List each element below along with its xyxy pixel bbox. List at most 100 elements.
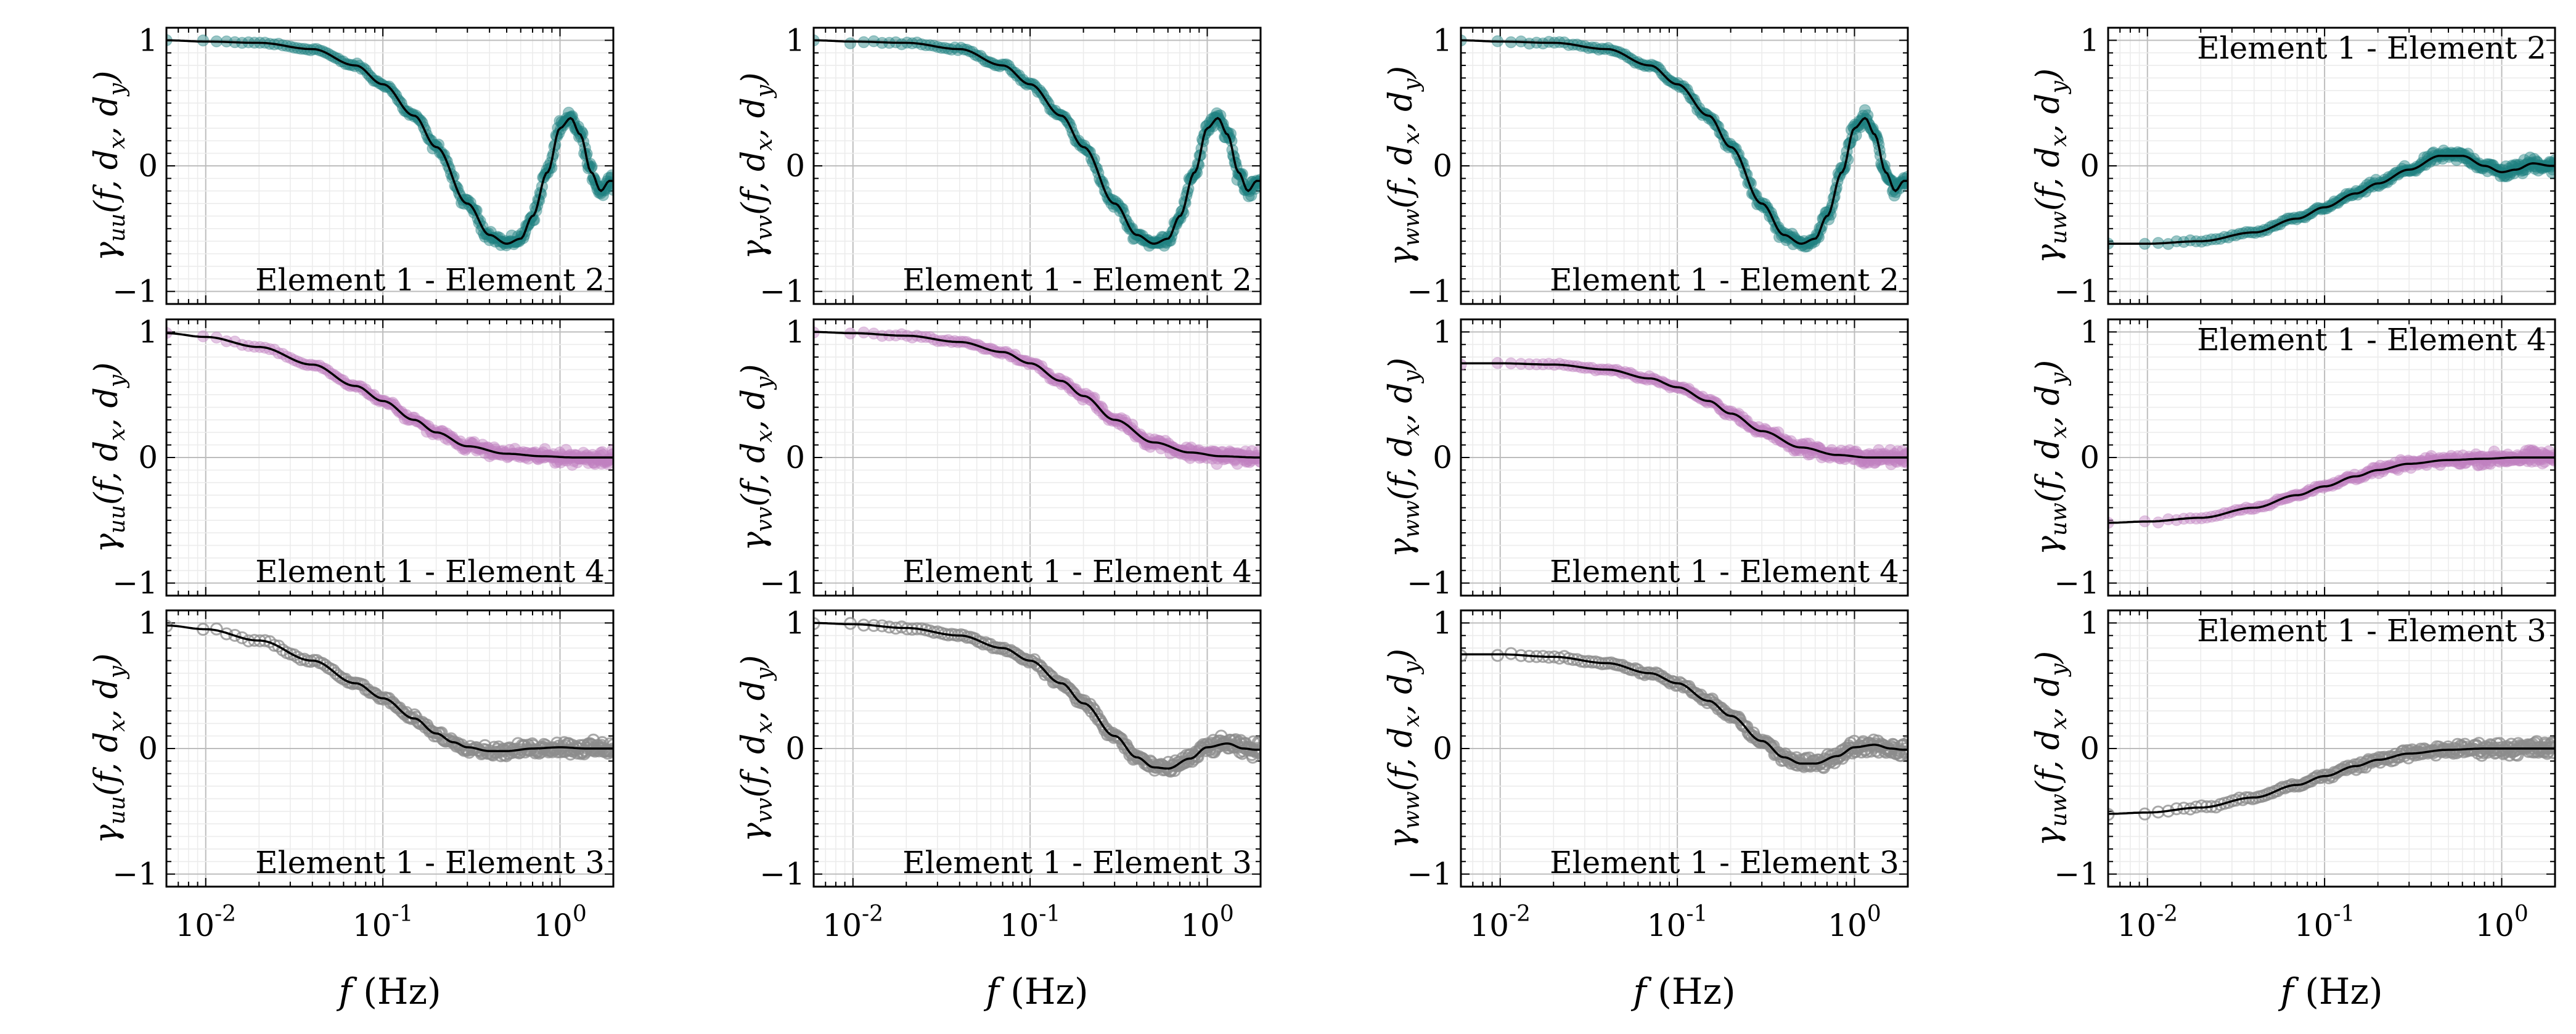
data-point — [377, 79, 390, 92]
y-tick-label: 0 — [138, 148, 158, 184]
data-point — [2446, 148, 2459, 160]
data-point — [272, 639, 285, 653]
data-points — [166, 34, 613, 252]
data-point — [1652, 61, 1664, 74]
y-tick-label: 1 — [138, 605, 158, 641]
row-annotation: Element 1 - Element 4 — [902, 554, 1252, 589]
data-point — [2195, 799, 2209, 813]
data-point — [1894, 453, 1907, 465]
data-point — [1897, 449, 1908, 462]
y-tick-label: 0 — [785, 731, 805, 766]
data-point — [1247, 453, 1260, 465]
y-tick-label: −1 — [759, 274, 805, 310]
y-axis-label: γvv(f, dx, dy) — [735, 72, 777, 259]
data-point — [1090, 401, 1103, 414]
data-point — [422, 420, 435, 432]
data-point — [1013, 69, 1025, 82]
data-points — [814, 34, 1261, 252]
y-tick-label: 0 — [1433, 731, 1452, 766]
y-tick-label: 1 — [785, 22, 805, 58]
data-point — [554, 115, 566, 128]
data-point — [2509, 453, 2522, 465]
data-point — [2482, 457, 2495, 469]
fit-line — [814, 39, 1261, 245]
data-points — [166, 327, 613, 471]
y-tick-label: −1 — [112, 856, 158, 892]
data-point — [2525, 455, 2538, 468]
x-tick-label: 100 — [1828, 901, 1881, 943]
data-point — [2481, 451, 2494, 464]
data-point — [1848, 446, 1860, 458]
fit-line — [1461, 653, 1908, 765]
y-tick-label: −1 — [759, 856, 805, 892]
y-axis-label: γuw(f, dx, dy) — [2030, 68, 2072, 263]
x-tick-label: 10-2 — [175, 901, 236, 943]
data-point — [2471, 451, 2484, 464]
data-point — [1901, 736, 1908, 749]
data-points — [1461, 357, 1908, 470]
row-annotation: Element 1 - Element 4 — [255, 554, 605, 589]
plot-frame — [165, 27, 615, 305]
data-point — [1252, 453, 1261, 465]
data-point — [537, 446, 549, 459]
data-point — [1876, 449, 1889, 462]
data-point — [896, 38, 908, 51]
data-point — [1035, 360, 1048, 372]
data-point — [2456, 449, 2469, 462]
data-point — [1127, 426, 1140, 439]
data-point — [844, 37, 857, 50]
data-point — [578, 453, 591, 466]
fit-line — [2108, 154, 2555, 245]
data-point — [1203, 124, 1215, 137]
data-point — [1800, 437, 1812, 450]
data-point — [599, 182, 612, 195]
data-point — [1211, 458, 1223, 470]
data-point — [2494, 170, 2507, 183]
data-point — [1881, 453, 1894, 466]
data-point — [574, 453, 587, 465]
x-axis-label: f (Hz) — [2278, 970, 2382, 1012]
data-point — [494, 231, 506, 244]
y-axis-label: γvv(f, dx, dy) — [735, 655, 777, 842]
data-point — [1691, 104, 1704, 116]
x-tick-label: 100 — [2475, 901, 2529, 943]
data-point — [604, 745, 613, 758]
x-tick-label: 10-2 — [1470, 901, 1531, 943]
data-points — [814, 326, 1261, 470]
y-axis-label: γuw(f, dx, dy) — [2030, 651, 2072, 846]
plot-frame — [165, 318, 615, 597]
data-points — [166, 620, 613, 763]
data-point — [594, 187, 607, 200]
data-points — [1461, 34, 1908, 253]
y-tick-label: −1 — [1407, 274, 1452, 310]
x-tick-label: 10-1 — [353, 901, 414, 943]
plot-frame — [1460, 318, 1909, 597]
data-point — [542, 449, 555, 461]
row-annotation: Element 1 - Element 3 — [2197, 613, 2546, 649]
fit-line — [166, 39, 613, 245]
data-point — [433, 146, 446, 159]
data-point — [1249, 450, 1261, 462]
y-tick-label: −1 — [112, 274, 158, 310]
data-point — [367, 388, 380, 401]
y-tick-label: 1 — [138, 22, 158, 58]
y-tick-label: 1 — [2080, 22, 2100, 58]
y-tick-label: 1 — [1433, 605, 1452, 641]
data-point — [1461, 358, 1467, 371]
data-point — [2455, 458, 2467, 470]
data-point — [1894, 453, 1907, 465]
y-tick-label: −1 — [759, 565, 805, 601]
data-point — [2532, 164, 2545, 177]
y-tick-label: −1 — [1407, 565, 1452, 601]
data-point — [517, 232, 530, 244]
y-tick-label: 0 — [2080, 731, 2100, 766]
plot-frame — [1460, 609, 1909, 888]
x-axis-label: f (Hz) — [983, 970, 1088, 1012]
data-point — [1069, 383, 1082, 395]
y-axis-label: γuu(f, dx, dy) — [88, 654, 130, 844]
data-point — [538, 451, 550, 464]
data-point — [1032, 86, 1044, 98]
